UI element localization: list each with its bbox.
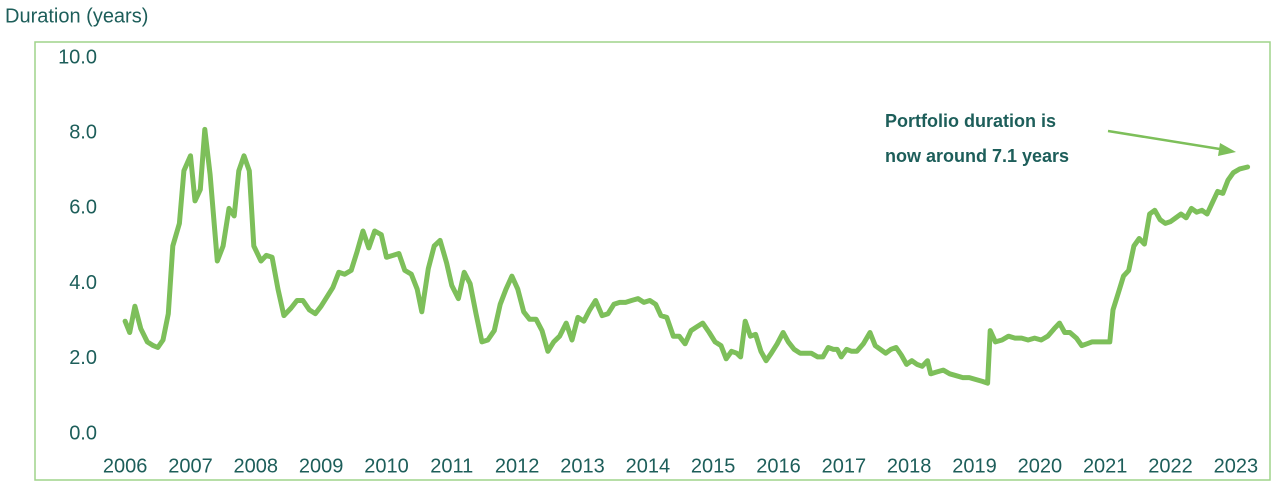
plot-frame	[34, 41, 1271, 481]
x-tick-label: 2018	[887, 455, 932, 477]
x-tick-label: 2008	[234, 455, 279, 477]
x-tick-label: 2021	[1083, 455, 1128, 477]
annotation-arrow	[1107, 129, 1227, 152]
x-tick-label: 2017	[822, 455, 867, 477]
y-tick-label: 0.0	[69, 422, 97, 444]
annotation: Portfolio duration is	[885, 111, 1056, 131]
x-tick-label: 2015	[691, 455, 736, 477]
line	[122, 126, 1251, 386]
x-tick-label: 2023	[1214, 455, 1259, 477]
x-tick-label: 2016	[756, 455, 801, 477]
x-tick-label: 2020	[1018, 455, 1063, 477]
x-tick-label: 2011	[430, 455, 473, 477]
x-tick-label: 2019	[952, 455, 997, 477]
y-tick-label: 2.0	[69, 347, 97, 369]
y-axis-label: Duration (years)	[5, 5, 148, 27]
y-tick-label: 4.0	[69, 272, 97, 294]
x-tick-label: 2013	[560, 455, 605, 477]
y-tick-label: 10.0	[58, 46, 97, 68]
x-tick-label: 2006	[103, 455, 148, 477]
x-tick-label: 2012	[495, 455, 540, 477]
x-tick-label: 2014	[626, 455, 671, 477]
annotation: now around 7.1 years	[885, 146, 1069, 166]
x-tick-label: 2009	[299, 455, 344, 477]
x-tick-label: 2022	[1148, 455, 1193, 477]
y-tick-label: 6.0	[69, 197, 97, 219]
y-tick-label: 8.0	[69, 121, 97, 143]
x-tick-label: 2007	[168, 455, 213, 477]
arrow-head	[1218, 143, 1236, 156]
x-tick-label: 2010	[364, 455, 409, 477]
